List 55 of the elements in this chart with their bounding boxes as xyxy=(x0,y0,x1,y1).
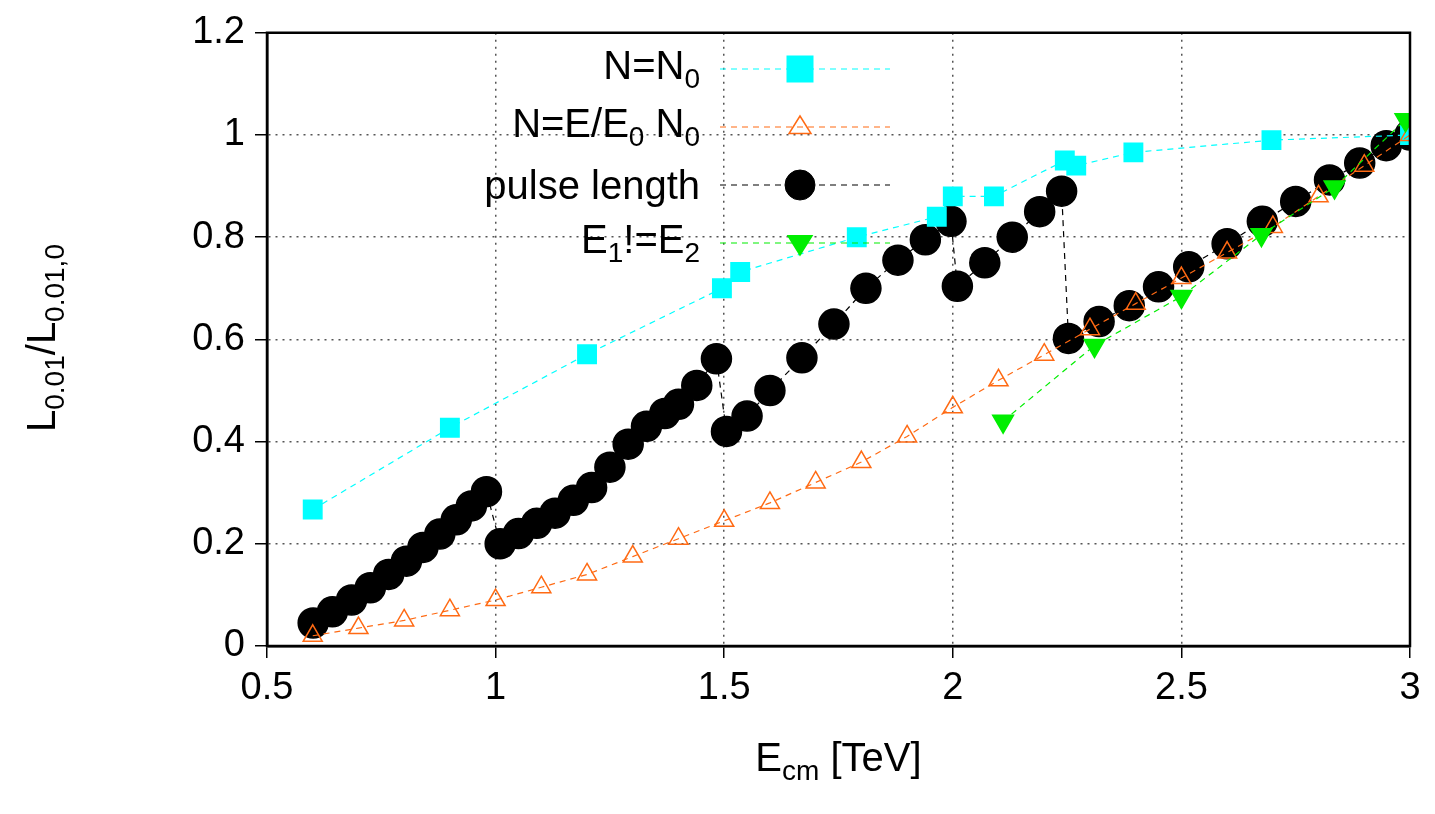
point xyxy=(1142,271,1175,303)
point xyxy=(1045,175,1078,207)
point xyxy=(1172,251,1205,283)
y-tick-label: 0.8 xyxy=(192,213,245,256)
point xyxy=(1023,195,1056,228)
point xyxy=(984,186,1004,207)
point xyxy=(711,278,732,299)
x-tick-label: 2.5 xyxy=(1154,665,1208,708)
point xyxy=(1066,155,1087,176)
point xyxy=(882,244,914,276)
point xyxy=(662,388,695,421)
point xyxy=(470,475,503,508)
x-axis-title: E$_{cm}$ [TeV] xyxy=(755,735,922,787)
point xyxy=(1083,305,1115,338)
point xyxy=(969,247,1001,279)
x-tick-label: 2 xyxy=(942,665,964,708)
point xyxy=(594,451,626,483)
point xyxy=(1279,185,1312,218)
point xyxy=(1261,130,1282,151)
point xyxy=(575,471,608,504)
x-tick-label: 0.5 xyxy=(240,665,294,708)
point xyxy=(754,374,786,407)
point xyxy=(577,344,597,365)
point xyxy=(786,342,818,374)
point xyxy=(700,343,733,375)
point xyxy=(996,221,1028,253)
x-tick-label: 3 xyxy=(1399,665,1421,708)
y-tick-label: 0 xyxy=(223,622,245,665)
point xyxy=(818,308,850,340)
y-tick-label: 0.6 xyxy=(192,315,245,358)
x-tick-label: 1.5 xyxy=(697,665,751,708)
point xyxy=(909,224,942,256)
y-tick-label: 1 xyxy=(223,111,245,154)
y-tick-label: 1.2 xyxy=(192,9,245,52)
point xyxy=(681,369,713,402)
legend-label: pulse length xyxy=(483,162,701,208)
legend-label: E$_{1}$!=E$_{2}$ xyxy=(580,217,701,269)
point xyxy=(731,400,763,432)
point xyxy=(926,206,947,227)
point xyxy=(846,227,867,248)
y-tick-label: 0.4 xyxy=(192,418,245,461)
point xyxy=(612,428,644,460)
point xyxy=(1052,322,1085,355)
point xyxy=(1123,142,1144,163)
point xyxy=(302,499,323,520)
legend-label: N=E/E$_{0}$ N$_{0}$ xyxy=(511,101,701,153)
point xyxy=(850,272,882,305)
point xyxy=(942,186,963,207)
x-tick-label: 1 xyxy=(485,665,507,708)
point xyxy=(730,262,751,282)
legend-label: N=N$_{0}$ xyxy=(602,43,701,95)
point xyxy=(710,415,743,448)
point xyxy=(439,417,460,438)
y-tick-label: 0.2 xyxy=(192,520,245,563)
point xyxy=(941,270,974,303)
